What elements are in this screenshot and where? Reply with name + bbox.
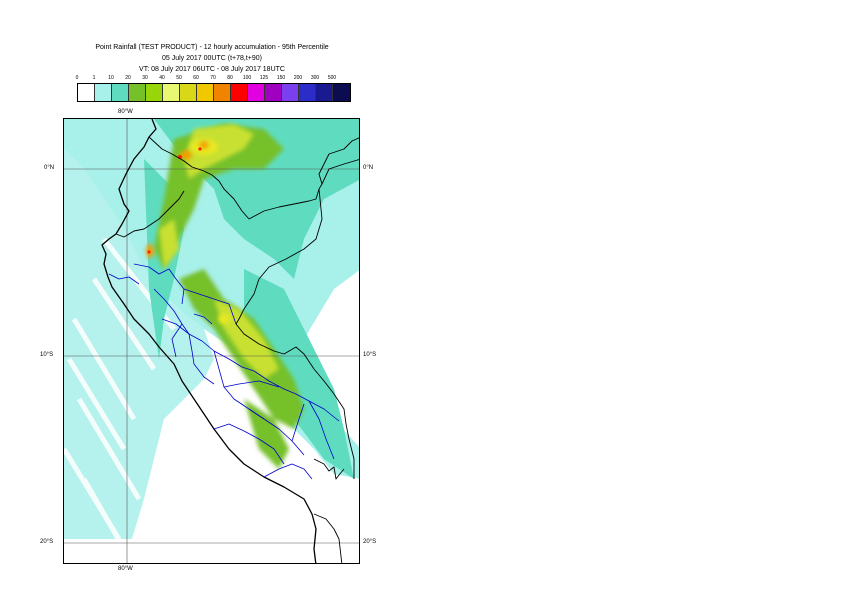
legend-threshold-label: 70	[210, 75, 216, 81]
lon-label-top: 80°W	[118, 109, 133, 115]
legend-swatch	[95, 84, 112, 101]
legend-threshold-label: 1	[92, 75, 96, 81]
lat-label-10s-right: 10°S	[363, 352, 377, 358]
legend-threshold-label: 100	[242, 75, 252, 81]
lat-label-0-right: 0°N	[363, 165, 374, 171]
legend-swatch	[231, 84, 248, 101]
legend-threshold-label: 20	[125, 75, 131, 81]
legend-threshold-label: 300	[310, 75, 320, 81]
legend-threshold-label: 10	[108, 75, 114, 81]
legend-swatch	[248, 84, 265, 101]
legend-swatch	[129, 84, 146, 101]
legend-swatch	[180, 84, 197, 101]
graticule	[64, 119, 359, 563]
legend-swatch	[197, 84, 214, 101]
legend-threshold-label: 500	[327, 75, 337, 81]
legend-threshold-label: 80	[227, 75, 233, 81]
legend-swatch	[282, 84, 299, 101]
lat-label-20s-left: 20°S	[40, 539, 54, 545]
lat-label-10s-left: 10°S	[40, 352, 54, 358]
legend-swatch	[112, 84, 129, 101]
legend-swatch	[265, 84, 282, 101]
legend-threshold-labels: 0 1 10 20 30 40 50 60 70 80 100 125 150 200 300 500	[70, 75, 360, 83]
legend-threshold-label: 30	[142, 75, 148, 81]
valid-time: VT: 08 July 2017 06UTC - 08 July 2017 18…	[139, 66, 285, 73]
legend-threshold-label: 0	[75, 75, 79, 81]
rainfall-map-svg	[64, 119, 359, 563]
legend-swatch	[78, 84, 95, 101]
admin-borders	[108, 263, 340, 480]
lat-label-20s-right: 20°S	[363, 539, 377, 545]
country-borders	[115, 136, 359, 563]
legend-swatch	[299, 84, 316, 101]
lon-label-bottom: 80°W	[118, 566, 133, 572]
legend-swatch	[146, 84, 163, 101]
legend-threshold-label: 60	[193, 75, 199, 81]
chart-title: Point Rainfall (TEST PRODUCT) - 12 hourl…	[95, 44, 329, 51]
legend-threshold-label: 200	[293, 75, 303, 81]
legend-swatch	[333, 84, 350, 101]
legend-threshold-label: 150	[276, 75, 286, 81]
coastline	[101, 119, 317, 563]
legend-threshold-label: 40	[159, 75, 165, 81]
legend-swatch	[163, 84, 180, 101]
legend-threshold-label: 50	[176, 75, 182, 81]
legend-threshold-label: 125	[259, 75, 269, 81]
lat-label-0-left: 0°N	[44, 165, 55, 171]
rainfall-map	[63, 118, 360, 564]
run-time: 05 July 2017 00UTC (t+78,t+90)	[161, 55, 262, 62]
color-legend	[77, 83, 351, 102]
legend-swatch	[316, 84, 333, 101]
legend-swatch	[214, 84, 231, 101]
